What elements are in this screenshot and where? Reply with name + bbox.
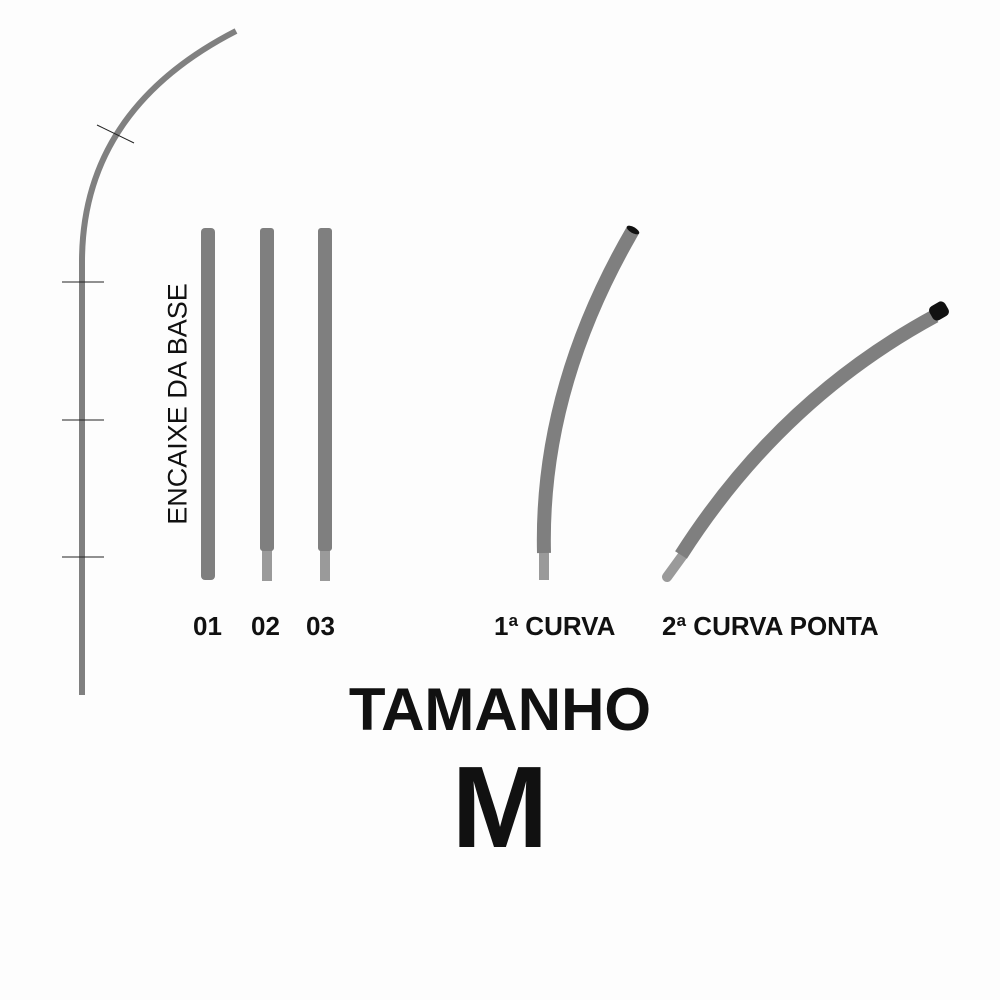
piece-01 [201,228,215,580]
second-curve-tip-label: 2ª CURVA PONTA [662,611,879,641]
tip-cap [929,301,949,321]
piece-03 [318,228,332,581]
piece-02-label: 02 [251,611,280,641]
second-curve-tip-piece [662,301,949,582]
size-title: TAMANHO [348,676,652,743]
first-curve-piece [536,225,640,580]
joint-mark-4 [96,124,135,144]
piece-02 [260,228,274,581]
assembled-pole [62,28,238,695]
end-cap [626,225,640,235]
size-value: M [451,742,549,872]
first-curve-label: 1ª CURVA [494,611,616,641]
piece-01-label: 01 [193,611,222,641]
base-fitting-label: ENCAIXE DA BASE [162,283,193,525]
piece-03-label: 03 [306,611,335,641]
